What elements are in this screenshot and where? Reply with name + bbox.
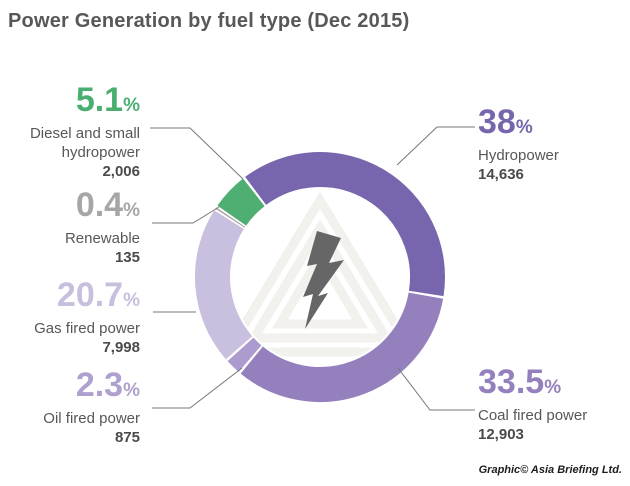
callout-coal: 33.5% Coal fired power 12,903 [478, 364, 628, 444]
value-diesel: 2,006 [102, 163, 140, 180]
percent-sign: % [515, 117, 533, 138]
value-coal: 12,903 [478, 426, 524, 443]
percent-sign: % [544, 377, 562, 398]
label-hydro: Hydropower [478, 147, 559, 164]
page-title: Power Generation by fuel type (Dec 2015) [8, 10, 410, 32]
pct-coal: 33.5% [478, 363, 562, 401]
callout-diesel: 5.1% Diesel and small hydropower 2,006 [0, 82, 140, 181]
pct-hydro: 38% [478, 103, 533, 141]
callout-oil: 2.3% Oil fired power 875 [0, 367, 140, 447]
callout-renewable: 0.4% Renewable 135 [0, 187, 140, 267]
segment-oil-fired-power [227, 337, 262, 372]
leader-renewable [152, 206, 220, 224]
leader-hydro [396, 126, 475, 166]
label-diesel: Diesel and small hydropower [29, 125, 140, 161]
segment-gas-fired-power [195, 210, 253, 360]
percent-sign: % [123, 200, 140, 221]
value-gas: 7,998 [102, 339, 140, 356]
label-oil: Oil fired power [43, 410, 140, 427]
pct-oil: 2.3% [75, 366, 140, 404]
watermark-logo [232, 191, 408, 357]
value-renewable: 135 [114, 249, 140, 266]
percent-sign: % [123, 380, 140, 401]
leader-lines [150, 126, 475, 411]
callout-gas: 20.7% Gas fired power 7,998 [0, 277, 140, 357]
percent-sign: % [123, 290, 140, 311]
percent-sign: % [123, 95, 140, 116]
leader-oil [152, 367, 243, 409]
label-gas: Gas fired power [34, 320, 140, 337]
lightning-bolt-icon [303, 231, 344, 329]
pct-renewable: 0.4% [75, 186, 140, 224]
pct-diesel: 5.1% [75, 81, 140, 119]
pct-gas: 20.7% [56, 276, 140, 314]
callout-hydro: 38% Hydropower 14,636 [478, 104, 628, 184]
leader-coal [397, 367, 475, 411]
segment-hydropower [245, 152, 445, 297]
segment-diesel-and-small-hydropower [217, 178, 266, 227]
segment-coal-fired-power [240, 292, 444, 402]
label-renewable: Renewable [64, 230, 140, 247]
leader-diesel [150, 127, 244, 180]
label-coal: Coal fired power [478, 407, 588, 424]
credit-text: Graphic© Asia Briefing Ltd. [478, 464, 622, 476]
value-hydro: 14,636 [478, 166, 524, 183]
value-oil: 875 [114, 429, 140, 446]
donut-segments [195, 152, 445, 402]
segment-renewable [215, 207, 246, 228]
